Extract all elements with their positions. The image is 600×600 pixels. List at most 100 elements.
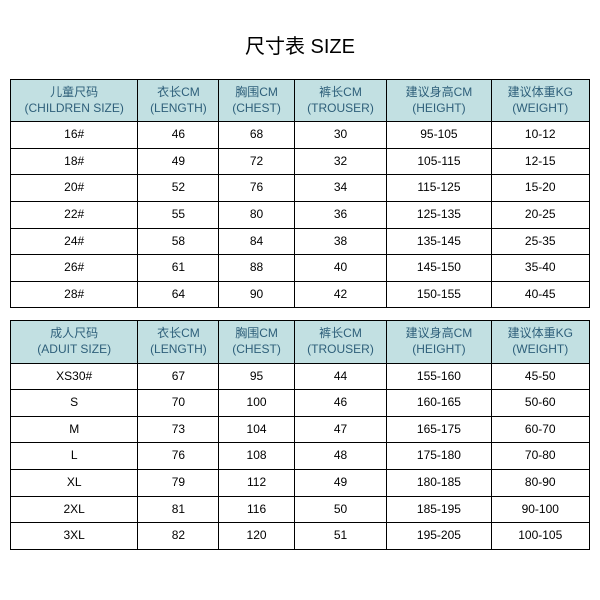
table-cell: 50-60 xyxy=(491,390,589,417)
table-cell: 48 xyxy=(294,443,387,470)
table-cell: 34 xyxy=(294,175,387,202)
children-header-1: 衣长CM(LENGTH) xyxy=(138,80,219,122)
table-row: 2XL8111650185-19590-100 xyxy=(11,496,590,523)
table-cell: 105-115 xyxy=(387,148,491,175)
adult-header-1: 衣长CM(LENGTH) xyxy=(138,321,219,363)
table-cell: 81 xyxy=(138,496,219,523)
hdr-cn: 胸围CM xyxy=(221,326,291,342)
hdr-cn: 建议身高CM xyxy=(389,326,488,342)
hdr-cn: 儿童尺码 xyxy=(13,85,135,101)
table-row: XS30#679544155-16045-50 xyxy=(11,363,590,390)
adult-header-3: 裤长CM(TROUSER) xyxy=(294,321,387,363)
table-cell: 58 xyxy=(138,228,219,255)
adult-header-2: 胸围CM(CHEST) xyxy=(219,321,294,363)
table-cell: 15-20 xyxy=(491,175,589,202)
hdr-cn: 建议身高CM xyxy=(389,85,488,101)
table-cell: 20-25 xyxy=(491,201,589,228)
adult-header-5: 建议体重KG(WEIGHT) xyxy=(491,321,589,363)
table-cell: 46 xyxy=(294,390,387,417)
hdr-en: (TROUSER) xyxy=(297,342,385,358)
table-cell: XS30# xyxy=(11,363,138,390)
table-row: 18#497232105-11512-15 xyxy=(11,148,590,175)
table-cell: 185-195 xyxy=(387,496,491,523)
table-cell: XL xyxy=(11,469,138,496)
hdr-cn: 胸围CM xyxy=(221,85,291,101)
table-cell: 100-105 xyxy=(491,523,589,550)
table-cell: 38 xyxy=(294,228,387,255)
table-cell: 45-50 xyxy=(491,363,589,390)
table-cell: 79 xyxy=(138,469,219,496)
children-header-row: 儿童尺码(CHILDREN SIZE) 衣长CM(LENGTH) 胸围CM(CH… xyxy=(11,80,590,122)
table-cell: 108 xyxy=(219,443,294,470)
children-header-0: 儿童尺码(CHILDREN SIZE) xyxy=(11,80,138,122)
table-cell: 90 xyxy=(219,281,294,308)
table-cell: 47 xyxy=(294,416,387,443)
table-cell: 150-155 xyxy=(387,281,491,308)
table-cell: 80-90 xyxy=(491,469,589,496)
table-row: M7310447165-17560-70 xyxy=(11,416,590,443)
table-row: XL7911249180-18580-90 xyxy=(11,469,590,496)
hdr-en: (WEIGHT) xyxy=(494,342,587,358)
adult-size-table: 成人尺码(ADUIT SIZE) 衣长CM(LENGTH) 胸围CM(CHEST… xyxy=(10,320,590,549)
hdr-cn: 建议体重KG xyxy=(494,326,587,342)
table-cell: 72 xyxy=(219,148,294,175)
table-cell: 32 xyxy=(294,148,387,175)
table-row: L7610848175-18070-80 xyxy=(11,443,590,470)
table-cell: 40 xyxy=(294,255,387,282)
table-cell: S xyxy=(11,390,138,417)
hdr-en: (LENGTH) xyxy=(140,342,216,358)
adult-body: XS30#679544155-16045-50S7010046160-16550… xyxy=(11,363,590,549)
table-cell: 88 xyxy=(219,255,294,282)
table-cell: 2XL xyxy=(11,496,138,523)
table-cell: 115-125 xyxy=(387,175,491,202)
children-header-5: 建议体重KG(WEIGHT) xyxy=(491,80,589,122)
hdr-en: (HEIGHT) xyxy=(389,342,488,358)
table-cell: 28# xyxy=(11,281,138,308)
table-cell: 70-80 xyxy=(491,443,589,470)
table-cell: 76 xyxy=(138,443,219,470)
table-cell: 175-180 xyxy=(387,443,491,470)
table-cell: 95 xyxy=(219,363,294,390)
table-cell: 70 xyxy=(138,390,219,417)
table-cell: 135-145 xyxy=(387,228,491,255)
table-cell: 60-70 xyxy=(491,416,589,443)
table-cell: 90-100 xyxy=(491,496,589,523)
table-cell: 18# xyxy=(11,148,138,175)
table-row: 26#618840145-15035-40 xyxy=(11,255,590,282)
table-cell: 116 xyxy=(219,496,294,523)
table-cell: 95-105 xyxy=(387,122,491,149)
table-cell: 160-165 xyxy=(387,390,491,417)
table-cell: 68 xyxy=(219,122,294,149)
table-cell: 25-35 xyxy=(491,228,589,255)
table-cell: 30 xyxy=(294,122,387,149)
table-cell: 12-15 xyxy=(491,148,589,175)
children-size-table: 儿童尺码(CHILDREN SIZE) 衣长CM(LENGTH) 胸围CM(CH… xyxy=(10,79,590,308)
hdr-cn: 衣长CM xyxy=(140,326,216,342)
table-row: S7010046160-16550-60 xyxy=(11,390,590,417)
table-cell: 76 xyxy=(219,175,294,202)
table-cell: 22# xyxy=(11,201,138,228)
table-cell: 49 xyxy=(138,148,219,175)
table-cell: 26# xyxy=(11,255,138,282)
children-header-2: 胸围CM(CHEST) xyxy=(219,80,294,122)
table-cell: 100 xyxy=(219,390,294,417)
table-row: 3XL8212051195-205100-105 xyxy=(11,523,590,550)
table-cell: 36 xyxy=(294,201,387,228)
table-cell: 120 xyxy=(219,523,294,550)
hdr-cn: 衣长CM xyxy=(140,85,216,101)
hdr-en: (LENGTH) xyxy=(140,101,216,117)
table-cell: L xyxy=(11,443,138,470)
table-cell: 82 xyxy=(138,523,219,550)
hdr-en: (TROUSER) xyxy=(297,101,385,117)
table-cell: 52 xyxy=(138,175,219,202)
hdr-cn: 裤长CM xyxy=(297,85,385,101)
table-row: 22#558036125-13520-25 xyxy=(11,201,590,228)
children-header-4: 建议身高CM(HEIGHT) xyxy=(387,80,491,122)
hdr-en: (CHILDREN SIZE) xyxy=(13,101,135,117)
table-cell: 10-12 xyxy=(491,122,589,149)
adult-header-0: 成人尺码(ADUIT SIZE) xyxy=(11,321,138,363)
table-row: 16#46683095-10510-12 xyxy=(11,122,590,149)
table-cell: 67 xyxy=(138,363,219,390)
hdr-en: (WEIGHT) xyxy=(494,101,587,117)
table-cell: 145-150 xyxy=(387,255,491,282)
